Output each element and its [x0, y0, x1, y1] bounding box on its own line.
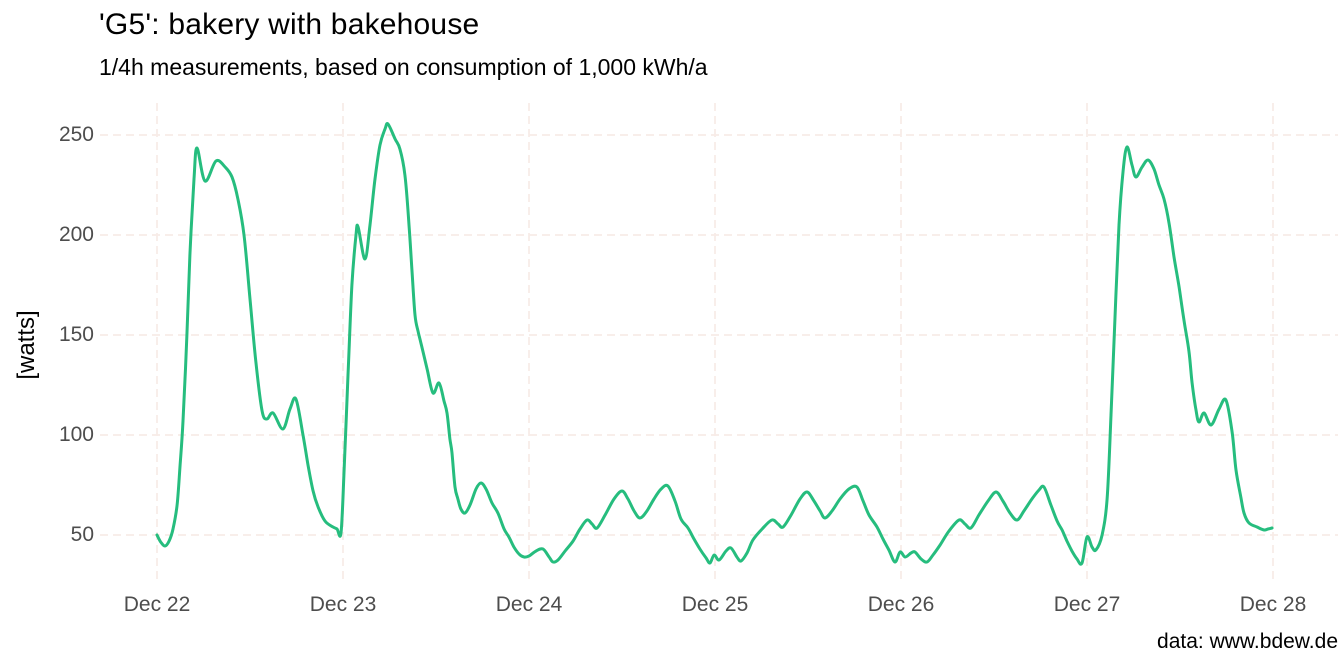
x-tick-label: Dec 26: [867, 593, 935, 616]
y-tick-label: 100: [58, 423, 94, 446]
chart-title: 'G5': bakery with bakehouse: [99, 8, 480, 41]
y-tick-label: 250: [58, 123, 94, 146]
x-tick-label: Dec 28: [1239, 593, 1307, 616]
data-source-caption: data: www.bdew.de: [1157, 630, 1338, 653]
x-tick-label: Dec 23: [309, 593, 377, 616]
chart-subtitle: 1/4h measurements, based on consumption …: [99, 54, 708, 80]
x-tick-label: Dec 22: [123, 593, 191, 616]
x-tick-label: Dec 24: [495, 593, 563, 616]
y-tick-label: 50: [70, 523, 94, 546]
y-tick-label: 200: [58, 223, 94, 246]
x-tick-label: Dec 25: [681, 593, 749, 616]
y-tick-label: 150: [58, 323, 94, 346]
load-profile-line: [155, 122, 1274, 566]
x-tick-label: Dec 27: [1053, 593, 1121, 616]
